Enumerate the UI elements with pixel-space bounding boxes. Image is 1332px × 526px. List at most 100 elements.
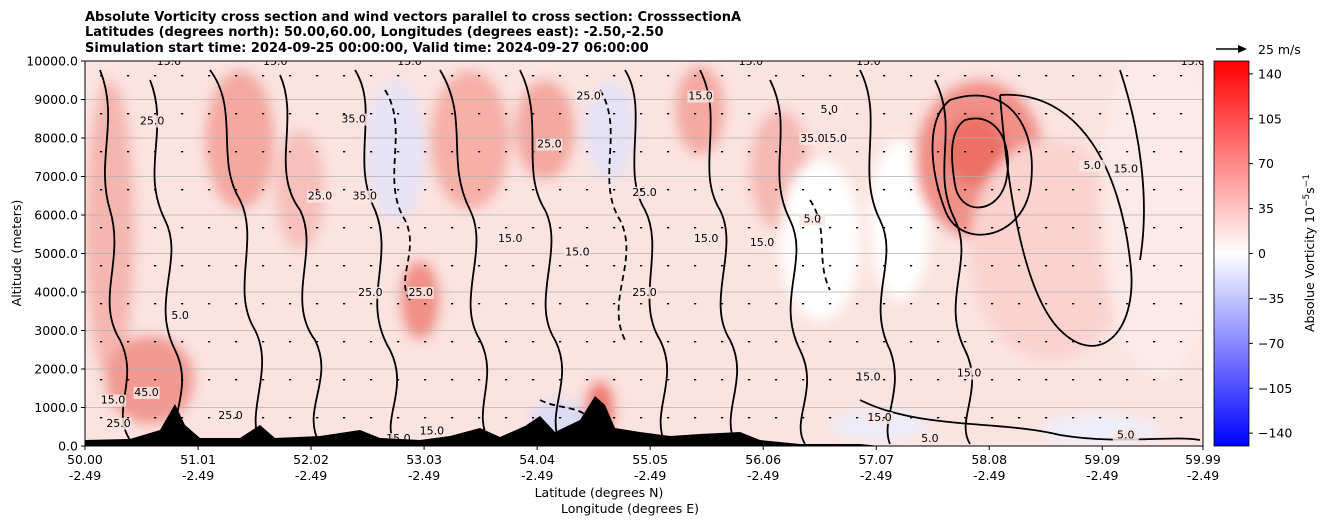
wind-vector bbox=[127, 75, 130, 77]
contour-line bbox=[354, 69, 399, 445]
wind-vector bbox=[802, 227, 805, 229]
wind-vector bbox=[1099, 227, 1102, 229]
wind-vector bbox=[694, 113, 697, 115]
wind-vector bbox=[181, 113, 184, 115]
contour-label-bg bbox=[307, 190, 334, 203]
wind-vector bbox=[640, 189, 643, 191]
wind-vector bbox=[1153, 379, 1156, 381]
wind-vector bbox=[964, 151, 967, 153]
wind-vector bbox=[289, 417, 292, 419]
x-tick-label-lat: 54.04 bbox=[519, 452, 555, 467]
wind-vector bbox=[964, 265, 967, 267]
wind-vector bbox=[937, 113, 940, 115]
wind-vector bbox=[100, 75, 103, 77]
wind-vector bbox=[856, 417, 859, 419]
wind-vector bbox=[478, 151, 481, 153]
wind-vector bbox=[1099, 189, 1102, 191]
wind-vector bbox=[937, 303, 940, 305]
wind-vector bbox=[775, 417, 778, 419]
wind-vector bbox=[586, 75, 589, 77]
wind-vector bbox=[424, 151, 427, 153]
contour-line bbox=[209, 69, 264, 445]
contour-line bbox=[279, 74, 323, 445]
wind-vector bbox=[1153, 113, 1156, 115]
contour-label: 15.0 bbox=[1114, 163, 1139, 176]
contour-label: 25.0 bbox=[308, 190, 333, 203]
wind-vector bbox=[559, 189, 562, 191]
contour-line bbox=[809, 199, 831, 291]
wind-vector bbox=[424, 189, 427, 191]
wind-vector bbox=[829, 151, 832, 153]
wind-vector bbox=[532, 151, 535, 153]
wind-vector bbox=[856, 265, 859, 267]
vort-blob bbox=[970, 140, 1130, 360]
wind-vector bbox=[667, 379, 670, 381]
wind-vector bbox=[1180, 417, 1183, 419]
wind-vector bbox=[910, 227, 913, 229]
vort-blob bbox=[275, 130, 325, 250]
wind-vector bbox=[883, 189, 886, 191]
wind-vector bbox=[478, 227, 481, 229]
wind-vector bbox=[1072, 227, 1075, 229]
contour-label-bg bbox=[855, 371, 882, 384]
wind-vector bbox=[721, 113, 724, 115]
wind-vector bbox=[559, 341, 562, 343]
vort-blob bbox=[830, 410, 930, 440]
wind-vector bbox=[910, 379, 913, 381]
wind-vector bbox=[397, 303, 400, 305]
wind-vector bbox=[802, 341, 805, 343]
wind-vector bbox=[964, 75, 967, 77]
vort-blob bbox=[105, 335, 195, 425]
wind-vector bbox=[802, 151, 805, 153]
wind-vector bbox=[1072, 151, 1075, 153]
contour-line bbox=[99, 69, 131, 441]
wind-vector bbox=[991, 341, 994, 343]
wind-vector bbox=[721, 303, 724, 305]
wind-vector bbox=[397, 227, 400, 229]
vort-blob bbox=[205, 70, 275, 210]
wind-vector bbox=[1180, 341, 1183, 343]
wind-vector bbox=[748, 151, 751, 153]
wind-vector bbox=[289, 151, 292, 153]
wind-vector bbox=[127, 151, 130, 153]
wind-vector bbox=[127, 265, 130, 267]
wind-vector bbox=[586, 265, 589, 267]
wind-vector bbox=[397, 113, 400, 115]
wind-vector bbox=[343, 189, 346, 191]
wind-vector bbox=[505, 379, 508, 381]
wind-vector bbox=[667, 151, 670, 153]
wind-vector bbox=[613, 303, 616, 305]
x-tick-label-lon: -2.49 bbox=[408, 468, 440, 483]
wind-vector bbox=[316, 417, 319, 419]
wind-vector bbox=[1072, 341, 1075, 343]
wind-vector bbox=[1126, 113, 1129, 115]
wind-vector bbox=[667, 75, 670, 77]
wind-vector bbox=[559, 417, 562, 419]
wind-vector bbox=[613, 379, 616, 381]
wind-vector bbox=[667, 341, 670, 343]
wind-vector bbox=[532, 75, 535, 77]
wind-vector bbox=[532, 379, 535, 381]
wind-vector bbox=[397, 379, 400, 381]
colorbar-tick-label: 105 bbox=[1258, 111, 1282, 126]
wind-vector bbox=[262, 379, 265, 381]
wind-vector bbox=[208, 379, 211, 381]
wind-vector bbox=[694, 265, 697, 267]
wind-vector bbox=[1099, 341, 1102, 343]
wind-vector bbox=[1045, 227, 1048, 229]
y-axis: 0.0 1000.0 2000.0 3000.0 4000.0 5000.0 6000.0 7… bbox=[26, 54, 85, 454]
contour-label: 15.0 bbox=[397, 55, 422, 68]
wind-vector bbox=[505, 189, 508, 191]
wind-vector bbox=[451, 417, 454, 419]
colorbar-tick-label: 140 bbox=[1258, 66, 1282, 81]
colorbar-label: Absolue Vorticity 10−5s−1 bbox=[1302, 174, 1317, 332]
wind-vector bbox=[667, 265, 670, 267]
colorbar: 140 105 70 35 0 −35 −70 −105 −140 Absolue Vortic… bbox=[1213, 60, 1317, 447]
wind-vector bbox=[289, 189, 292, 191]
contour-label-bg bbox=[155, 61, 182, 68]
wind-vector bbox=[100, 227, 103, 229]
colorbar-gradient bbox=[1213, 60, 1250, 447]
wind-vector bbox=[127, 189, 130, 191]
wind-vector bbox=[316, 303, 319, 305]
wind-vector bbox=[127, 113, 130, 115]
